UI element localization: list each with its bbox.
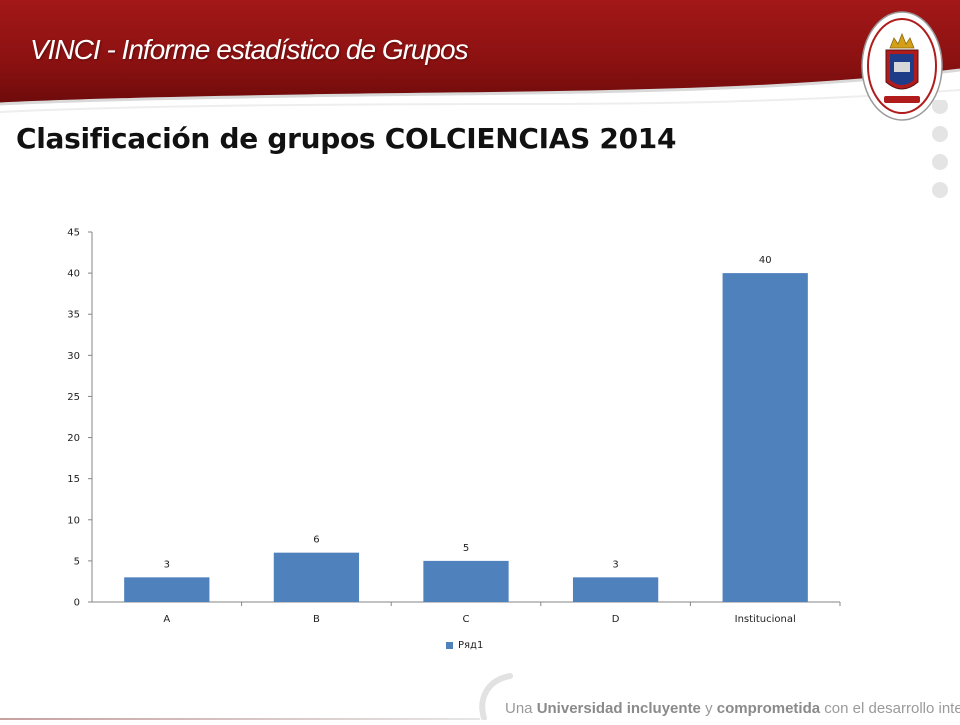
data-label: 5 [463, 543, 469, 554]
x-axis: A B C D Institucional [92, 601, 841, 625]
legend-swatch [446, 642, 453, 649]
bar [124, 577, 210, 602]
chart-legend: Ряд1 [446, 640, 483, 651]
x-tick-label: B [313, 614, 320, 625]
slogan-part: con el desarrollo integral [824, 700, 960, 717]
y-tick-label: 25 [67, 392, 80, 403]
y-tick-label: 15 [67, 474, 80, 485]
x-tick-label: C [463, 614, 470, 625]
y-tick-label: 0 [74, 598, 80, 609]
slide-title: Clasificación de grupos COLCIENCIAS 2014 [16, 122, 677, 155]
y-axis: 0 5 10 15 20 25 30 35 40 45 [67, 228, 93, 609]
slogan-part: comprometida [716, 700, 821, 717]
slogan-part: y [700, 700, 717, 717]
bar [273, 552, 360, 602]
data-label: 40 [759, 255, 772, 266]
slogan-part: Una [505, 700, 537, 717]
bar-series [124, 273, 808, 602]
swirl-icon [470, 672, 530, 721]
data-label: 6 [313, 535, 319, 546]
decorative-dots [930, 98, 950, 210]
y-tick-label: 10 [67, 515, 80, 526]
data-label: 3 [164, 559, 170, 570]
x-tick-label: A [163, 614, 170, 625]
slogan-part: Universidad incluyente [536, 700, 701, 717]
x-tick-label: D [612, 614, 620, 625]
bar [722, 273, 808, 602]
y-tick-label: 45 [67, 228, 80, 239]
header-banner [0, 0, 960, 115]
data-labels: 3 6 5 3 40 [164, 255, 772, 570]
y-tick-label: 40 [67, 269, 80, 280]
bar-chart: 0 5 10 15 20 25 30 35 40 45 A B C D Institucional 3 6 5… [67, 228, 841, 625]
footer-divider [0, 718, 480, 720]
bar [423, 560, 509, 602]
header-title: VINCI - Informe estadístico de Grupos [30, 34, 469, 65]
bar [572, 577, 659, 602]
legend-label: Ряд1 [458, 640, 484, 651]
footer-slogan: Una Universidad incluyente y comprometid… [505, 700, 960, 717]
data-label: 3 [612, 559, 618, 570]
y-tick-label: 5 [74, 556, 80, 567]
y-tick-label: 20 [67, 433, 80, 444]
y-tick-label: 30 [67, 351, 80, 362]
x-tick-label: Institucional [735, 614, 796, 625]
university-seal-icon [860, 10, 944, 122]
y-tick-label: 35 [67, 310, 80, 321]
